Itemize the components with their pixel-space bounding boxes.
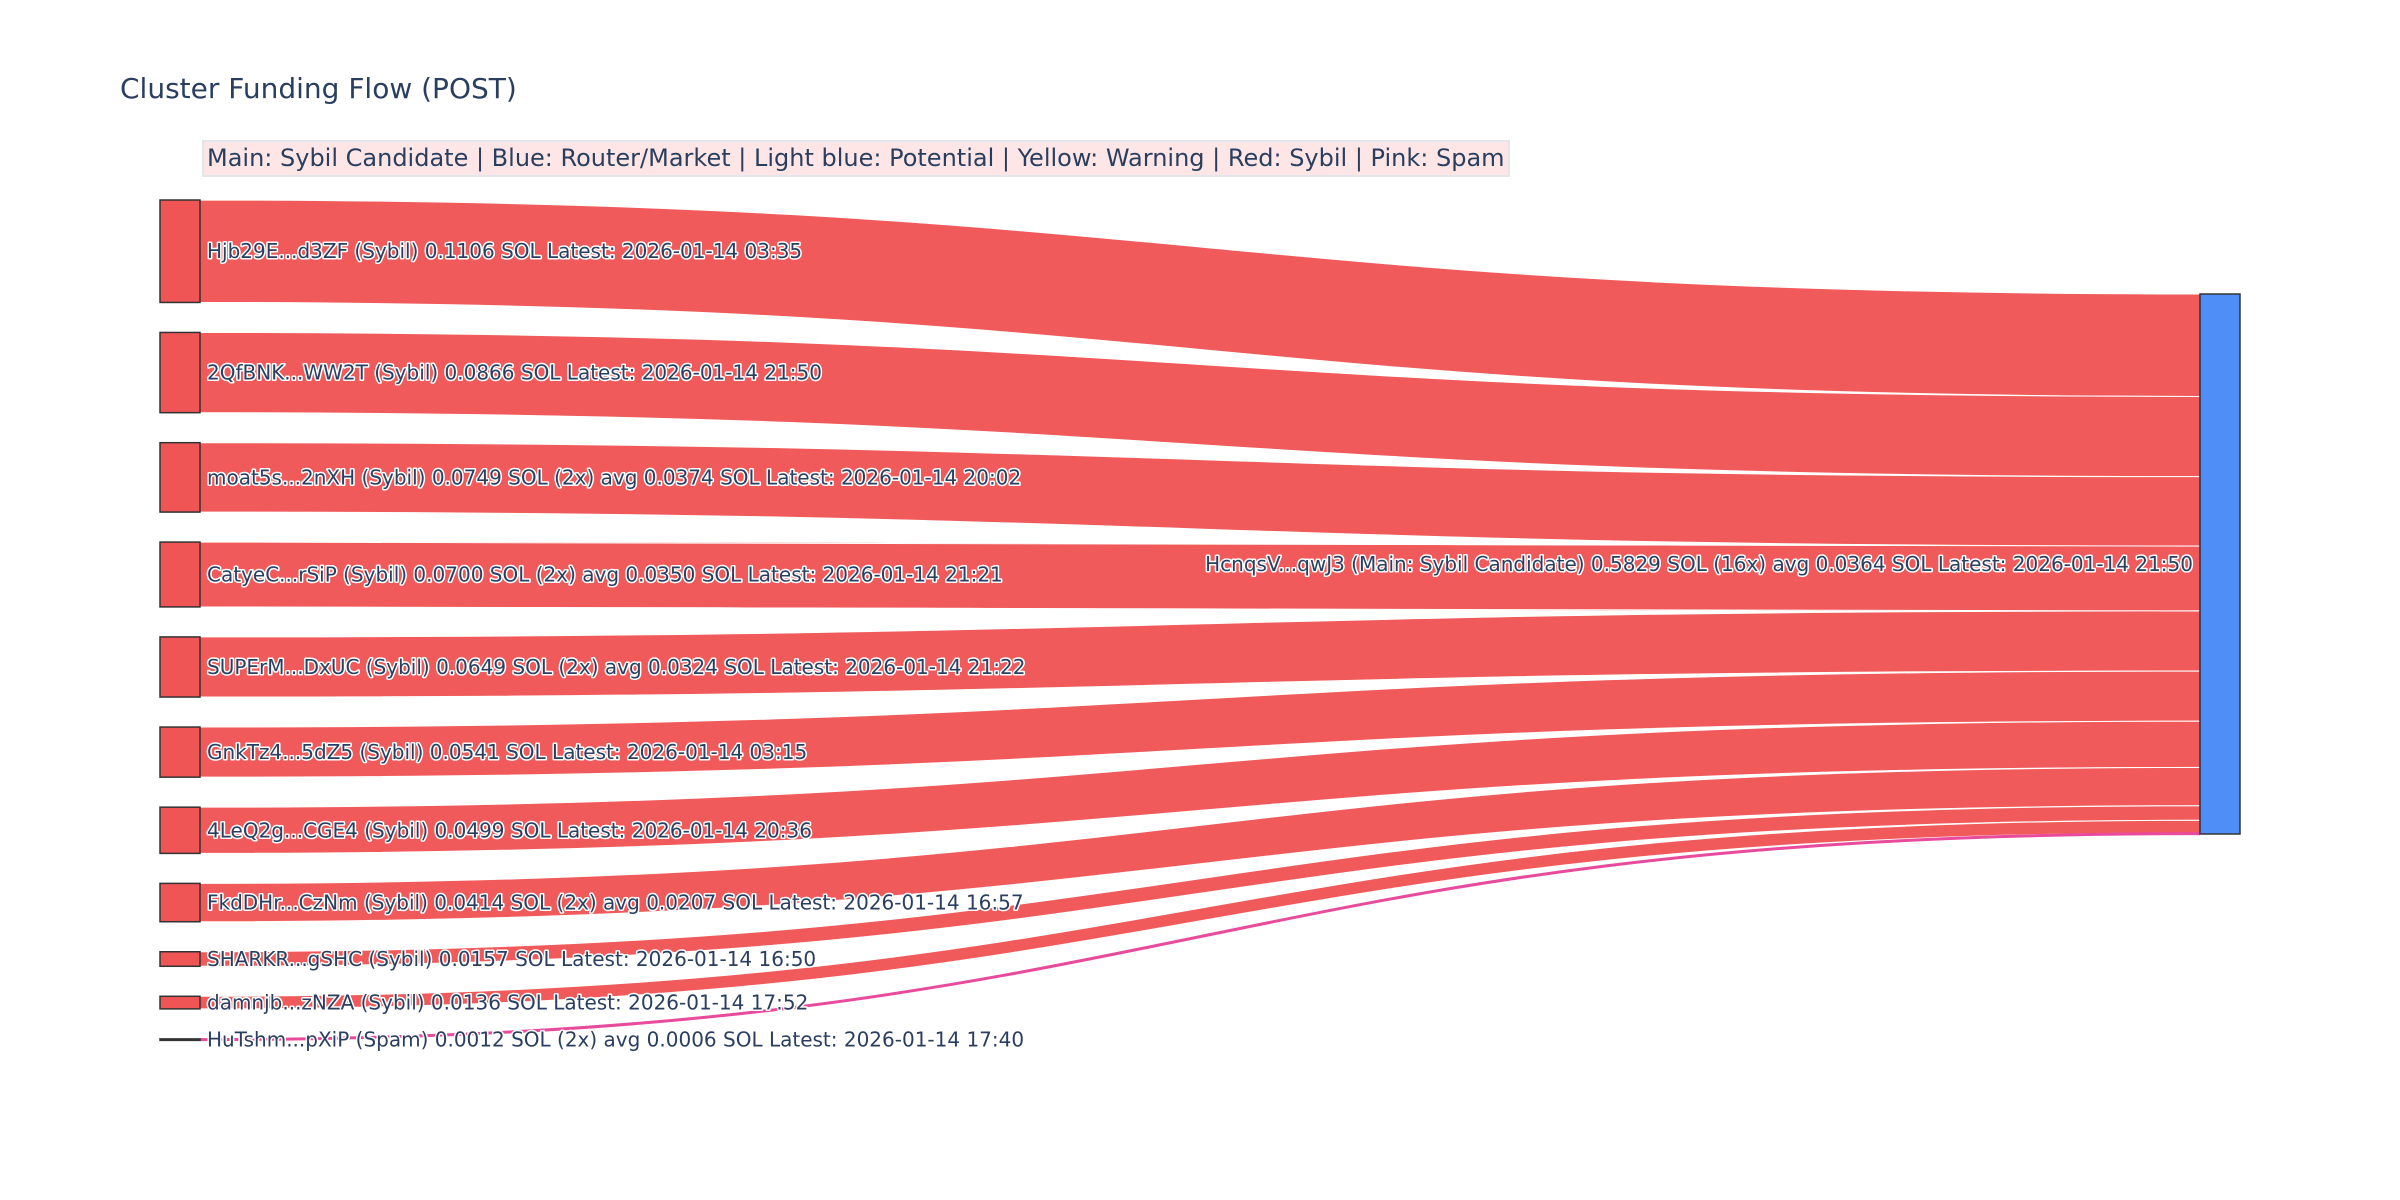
legend-annotation: Main: Sybil Candidate | Blue: Router/Mar… — [202, 140, 1510, 177]
source-label-6: 4LeQ2g...CGE4 (Sybil) 0.0499 SOL Latest:… — [207, 818, 812, 842]
source-node-6[interactable] — [159, 806, 201, 855]
target-node[interactable] — [2199, 293, 2241, 835]
source-node-5[interactable] — [159, 726, 201, 778]
source-label-10: HuTshm...pXiP (Spam) 0.0012 SOL (2x) avg… — [207, 1028, 1024, 1052]
link-10[interactable] — [199, 832, 2201, 1042]
source-label-5: GnkTz4...5dZ5 (Sybil) 0.0541 SOL Latest:… — [207, 740, 807, 764]
source-label-8: SHARKR...gSHC (Sybil) 0.0157 SOL Latest:… — [207, 947, 816, 971]
source-node-2[interactable] — [159, 441, 201, 513]
links — [199, 199, 2201, 1042]
source-label-2: moat5s...2nXH (Sybil) 0.0749 SOL (2x) av… — [207, 465, 1021, 489]
source-node-1[interactable] — [159, 331, 201, 414]
target-label: HcnqsV...qwJ3 (Main: Sybil Candidate) 0.… — [1205, 552, 2193, 576]
source-label-1: 2QfBNK...WW2T (Sybil) 0.0866 SOL Latest:… — [207, 361, 822, 385]
source-label-7: FkdDHr...CzNm (Sybil) 0.0414 SOL (2x) av… — [207, 891, 1024, 915]
source-label-0: Hjb29E...d3ZF (Sybil) 0.1106 SOL Latest:… — [207, 239, 802, 263]
source-node-9[interactable] — [159, 995, 201, 1010]
labels: Hjb29E...d3ZF (Sybil) 0.1106 SOL Latest:… — [206, 238, 2195, 1053]
source-label-9: damnjb...zNZA (Sybil) 0.0136 SOL Latest:… — [207, 991, 808, 1015]
source-label-3: CatyeC...rSiP (Sybil) 0.0700 SOL (2x) av… — [207, 562, 1003, 586]
source-label-4: SUPErM...DxUC (Sybil) 0.0649 SOL (2x) av… — [207, 655, 1025, 679]
source-node-7[interactable] — [159, 882, 201, 923]
nodes — [159, 199, 2241, 1042]
source-node-4[interactable] — [159, 636, 201, 698]
source-node-10[interactable] — [159, 1038, 201, 1042]
chart-title: Cluster Funding Flow (POST) — [120, 72, 517, 105]
source-node-3[interactable] — [159, 541, 201, 608]
source-node-8[interactable] — [159, 950, 201, 968]
source-node-0[interactable] — [159, 199, 201, 304]
